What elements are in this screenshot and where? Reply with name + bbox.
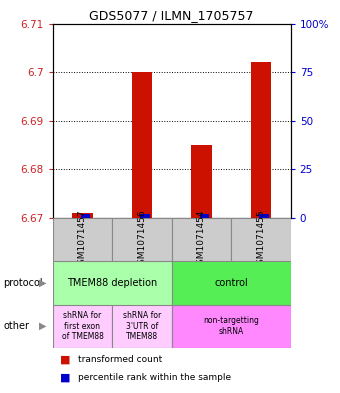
Text: percentile rank within the sample: percentile rank within the sample <box>78 373 231 382</box>
Text: other: other <box>3 321 29 331</box>
Text: GSM1071455: GSM1071455 <box>256 209 266 270</box>
Bar <box>132 72 152 218</box>
Text: transformed count: transformed count <box>78 355 163 364</box>
Text: shRNA for
3'UTR of
TMEM88: shRNA for 3'UTR of TMEM88 <box>123 311 161 341</box>
Text: GSM1071454: GSM1071454 <box>197 209 206 270</box>
Text: GSM1071457: GSM1071457 <box>78 209 87 270</box>
Bar <box>112 218 172 261</box>
Text: ■: ■ <box>53 354 70 365</box>
Bar <box>112 305 172 348</box>
Text: GSM1071456: GSM1071456 <box>137 209 147 270</box>
Text: protocol: protocol <box>3 278 43 288</box>
Bar <box>53 261 172 305</box>
Title: GDS5077 / ILMN_1705757: GDS5077 / ILMN_1705757 <box>89 9 254 22</box>
Bar <box>172 218 231 261</box>
Text: ▶: ▶ <box>39 321 46 331</box>
Bar <box>53 218 112 261</box>
Bar <box>172 261 291 305</box>
Text: ■: ■ <box>53 372 70 382</box>
Bar <box>140 214 150 218</box>
Text: shRNA for
first exon
of TMEM88: shRNA for first exon of TMEM88 <box>62 311 103 341</box>
Bar <box>81 214 90 218</box>
Text: TMEM88 depletion: TMEM88 depletion <box>67 278 157 288</box>
Text: control: control <box>214 278 248 288</box>
Bar <box>191 145 212 218</box>
Bar <box>172 305 291 348</box>
Bar <box>72 213 93 218</box>
Text: ▶: ▶ <box>39 278 46 288</box>
Bar <box>231 218 291 261</box>
Bar <box>200 214 209 218</box>
Bar <box>251 62 271 218</box>
Bar <box>53 305 112 348</box>
Bar <box>259 214 269 218</box>
Text: non-targetting
shRNA: non-targetting shRNA <box>203 316 259 336</box>
